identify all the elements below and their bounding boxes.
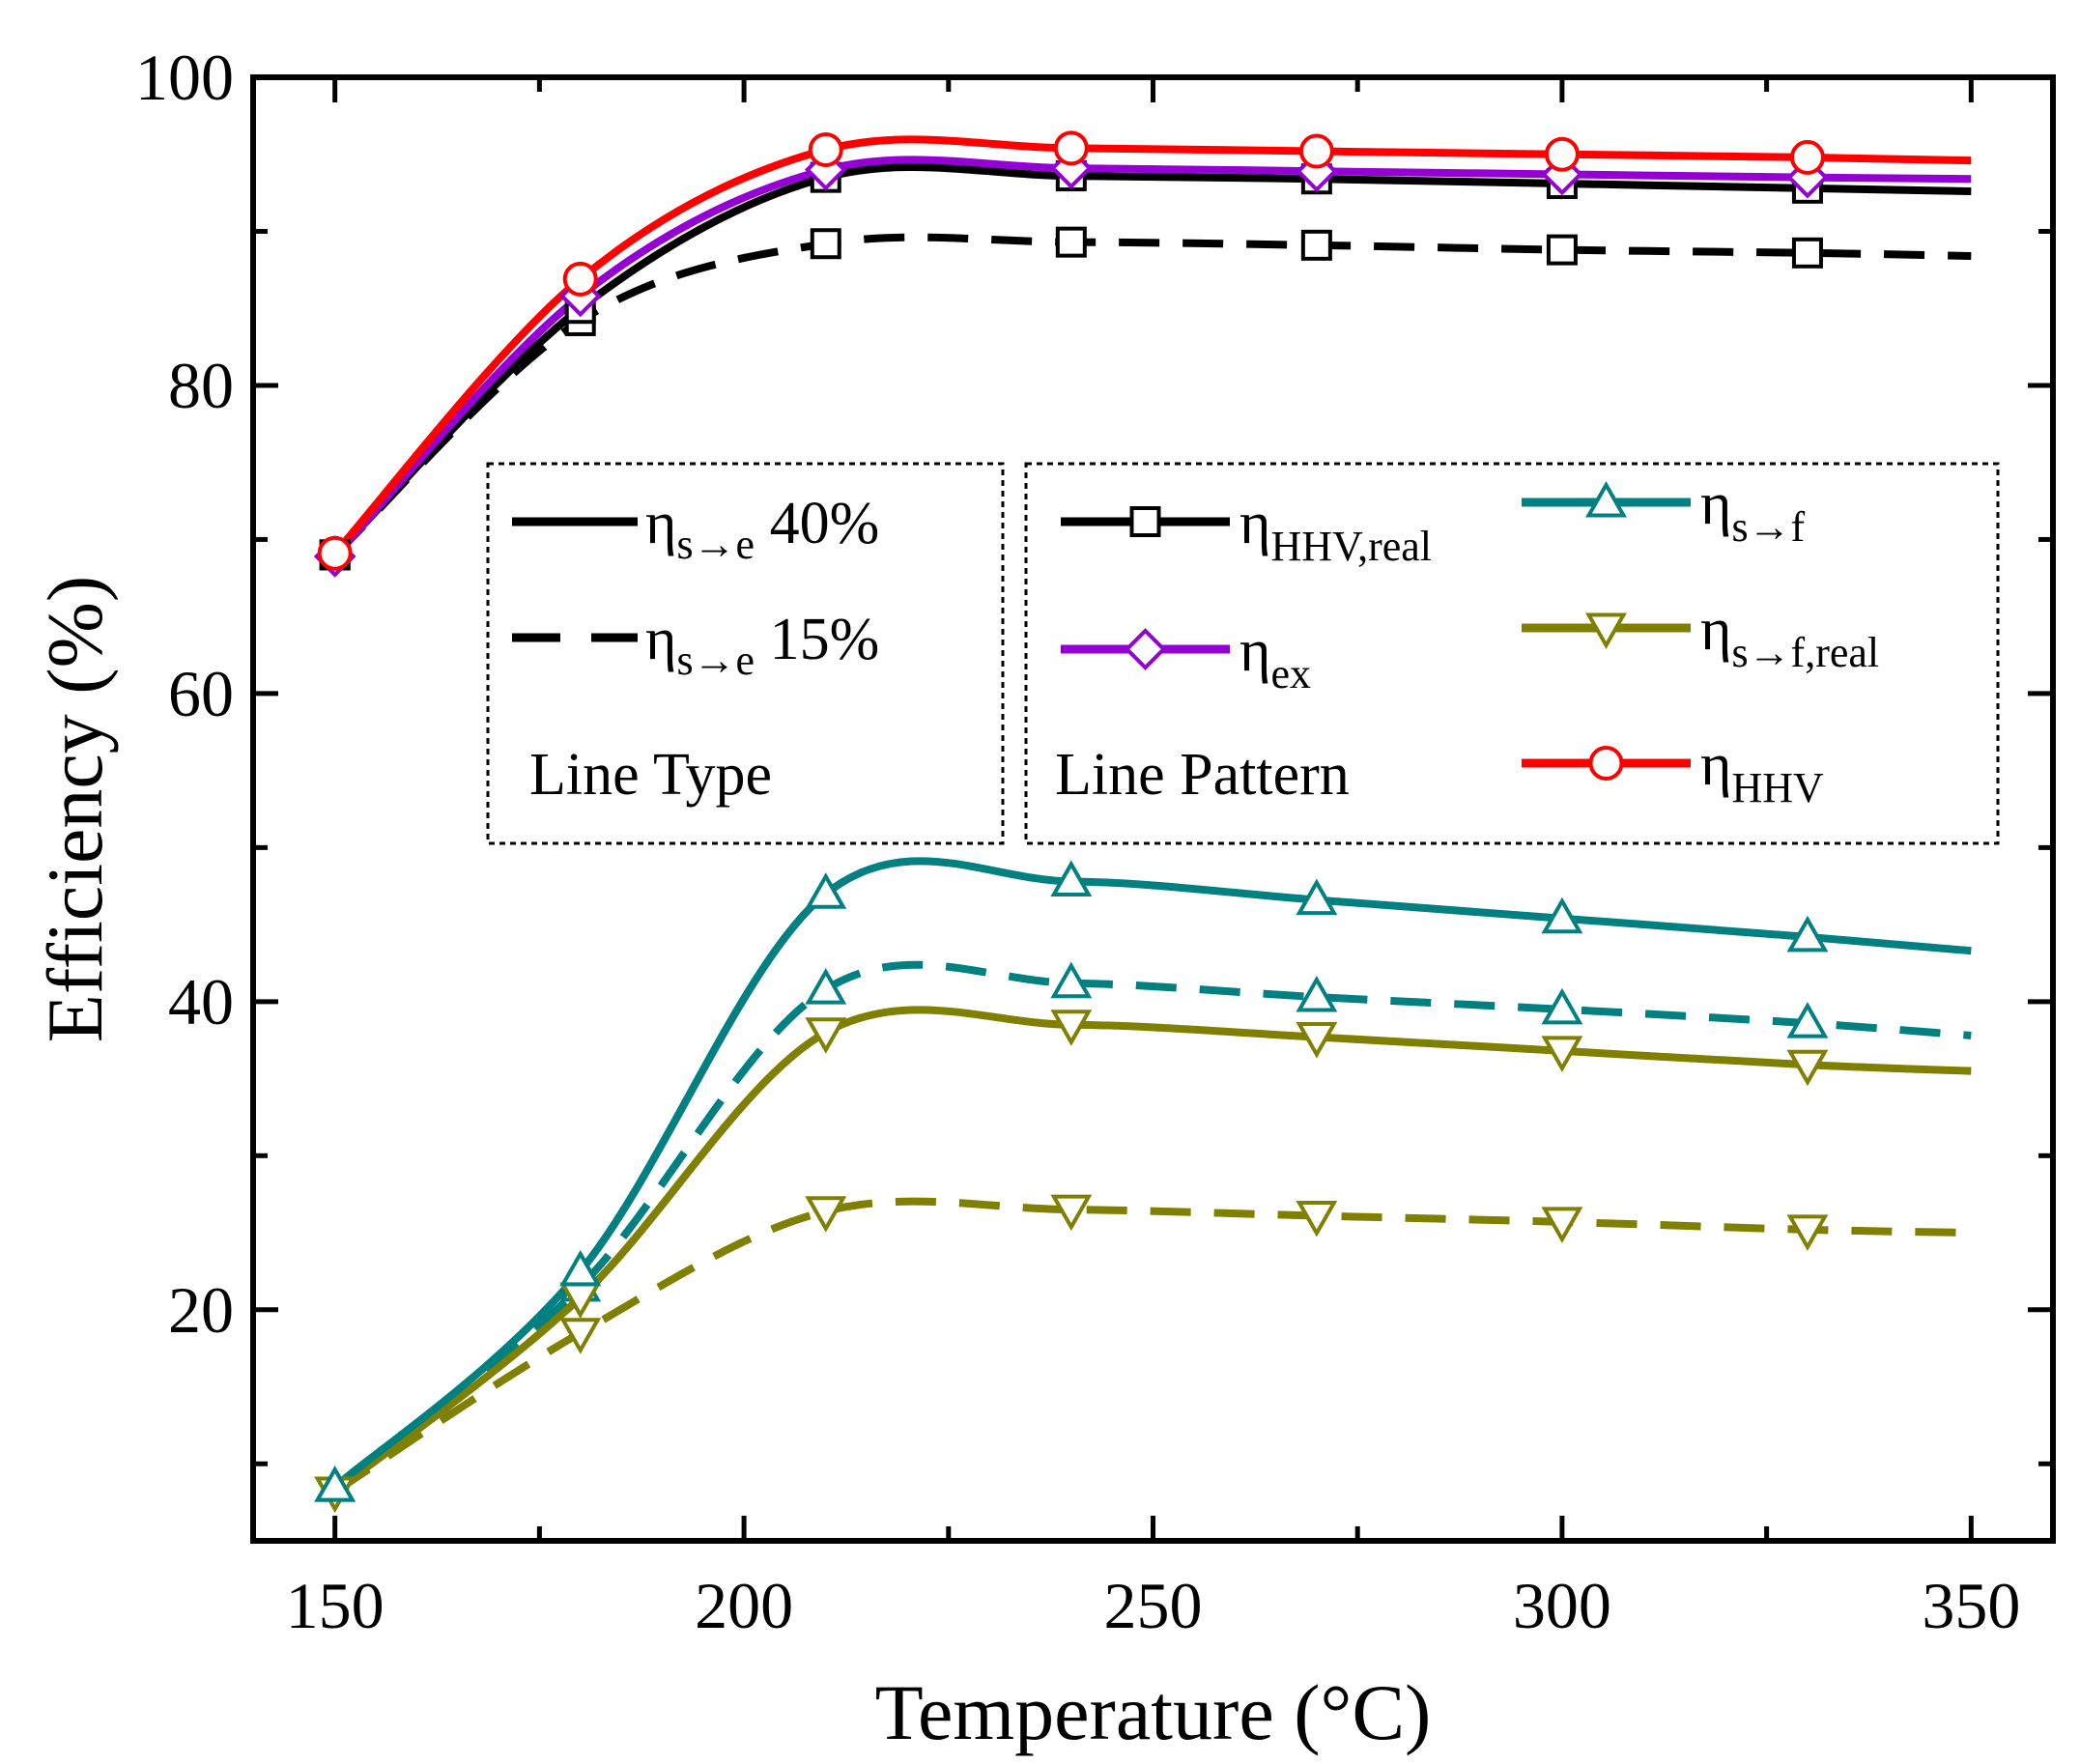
- legend-pattern-label: ηHHV,real: [1239, 491, 1432, 570]
- marker-hhv: [562, 261, 598, 297]
- marker-sfr_15: [1786, 1214, 1829, 1251]
- legend-pattern-label: ηex: [1239, 618, 1311, 697]
- legend-pattern-marker: [1129, 506, 1161, 537]
- marker-hhv: [1053, 130, 1089, 166]
- y-tick-label: 60: [168, 657, 234, 730]
- marker-hhv_real_15: [1546, 234, 1578, 266]
- marker-sf_15: [805, 968, 847, 1005]
- legend-label: ηs→e 40%: [645, 491, 879, 568]
- legend-line-type-box: [486, 462, 1005, 845]
- legend-pattern-marker: [1588, 746, 1624, 781]
- y-tick-label: 80: [168, 349, 234, 422]
- marker-sfr_15: [1050, 1194, 1093, 1232]
- x-tick-label: 200: [695, 1569, 793, 1642]
- marker-sfr_40: [1541, 1036, 1583, 1072]
- legend-line-type: ηs→e 40% ηs→e 15% Line Type: [486, 462, 1005, 845]
- marker-sf_40: [1541, 896, 1583, 934]
- marker-layer: [313, 130, 1829, 1513]
- marker-sfr_40: [1050, 1010, 1093, 1046]
- marker-sfr_15: [1296, 1201, 1338, 1238]
- marker-sf_15: [1786, 1002, 1829, 1038]
- legend-pattern-label: ηs→f: [1700, 471, 1806, 551]
- marker-sfr_40: [1296, 1022, 1338, 1059]
- marker-hhv: [808, 131, 843, 167]
- marker-sfr_40: [805, 1017, 847, 1054]
- legend-pattern-marker: [1124, 628, 1167, 670]
- marker-sf_40: [559, 1249, 602, 1287]
- marker-hhv_real_15: [1055, 226, 1087, 258]
- marker-hhv_real_15: [1791, 237, 1823, 269]
- series-line-sfr_15: [332, 1197, 1972, 1495]
- marker-sf_40: [1050, 860, 1093, 896]
- legend-pattern-marker: [1585, 480, 1627, 518]
- marker-hhv_real_15: [810, 228, 841, 260]
- x-tick-label: 150: [286, 1569, 385, 1642]
- y-tick-label: 40: [168, 965, 234, 1038]
- marker-sf_40: [805, 872, 847, 909]
- x-tick-label: 250: [1104, 1569, 1203, 1642]
- legend-line-pattern: ηHHV,real ηex ηs→f ηs→f,real ηHHV Line Patter…: [1024, 462, 2000, 845]
- x-tick-label: 350: [1922, 1569, 2020, 1642]
- marker-hhv: [1789, 139, 1825, 175]
- marker-sf_40: [1296, 878, 1338, 916]
- legend-line-pattern-title: Line Pattern: [1055, 742, 1350, 808]
- marker-sf_40: [314, 1465, 356, 1502]
- legend-pattern-marker: [1585, 612, 1627, 650]
- marker-sfr_15: [805, 1196, 847, 1233]
- legend-label: ηs→e 15%: [645, 607, 879, 684]
- marker-hhv_real_15: [1300, 229, 1332, 261]
- legend-pattern-label: ηs→f,real: [1700, 597, 1879, 676]
- y-tick-label: 100: [135, 41, 234, 114]
- x-axis-title: Temperature (°C): [875, 1668, 1432, 1756]
- marker-sfr_15: [559, 1318, 602, 1354]
- series-line-sf_40: [332, 857, 1972, 1491]
- marker-sfr_15: [1541, 1207, 1583, 1243]
- marker-sf_15: [1541, 987, 1583, 1025]
- y-tick-label: 20: [168, 1273, 234, 1347]
- marker-hhv: [317, 535, 353, 571]
- marker-sf_40: [1786, 915, 1829, 953]
- x-tick-label: 300: [1513, 1569, 1611, 1642]
- marker-sf_15: [1050, 961, 1093, 999]
- tick-layer: 150 200 250 300 350 20 40 60 80 100: [135, 41, 2053, 1642]
- marker-sf_15: [1296, 976, 1338, 1012]
- marker-hhv: [1544, 136, 1580, 172]
- marker-sfr_40: [1786, 1049, 1829, 1087]
- legend-pattern-label: ηHHV: [1700, 732, 1824, 811]
- y-axis-title: Efficiency (%): [31, 576, 119, 1042]
- marker-hhv: [1298, 133, 1334, 169]
- legend-line-type-title: Line Type: [529, 742, 772, 808]
